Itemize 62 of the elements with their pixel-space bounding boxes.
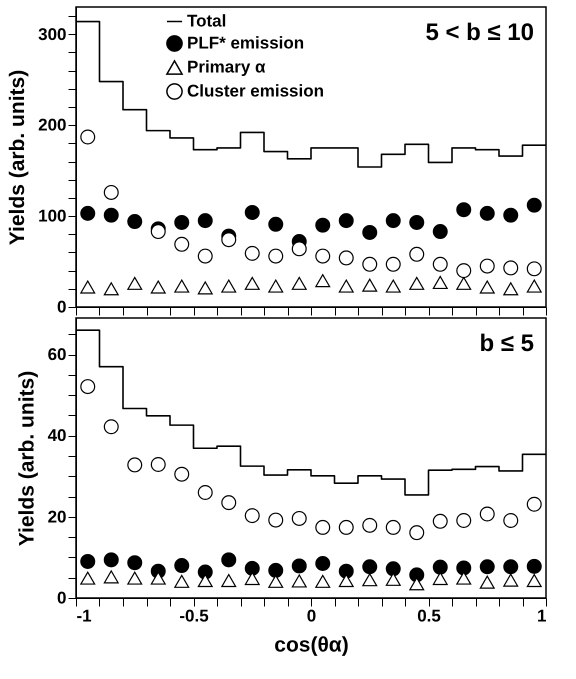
y-axis-title: Yields (arb. units) <box>16 370 39 546</box>
x-tick-label: 1 <box>537 606 546 626</box>
point <box>127 276 142 290</box>
y-tick-label: 20 <box>48 507 66 526</box>
y-tick-label: 40 <box>48 426 66 446</box>
legend-label: Total <box>187 12 226 30</box>
point <box>386 280 401 293</box>
point <box>526 198 542 213</box>
y-tick-label: 60 <box>48 345 66 364</box>
point <box>362 224 378 240</box>
point <box>80 280 96 294</box>
point <box>104 282 119 296</box>
point <box>480 280 495 294</box>
point <box>432 224 448 240</box>
legend-label: Cluster emission <box>187 82 324 100</box>
point <box>315 218 330 233</box>
y-tick-label: 300 <box>38 24 66 44</box>
x-tick-label: -1 <box>76 606 92 626</box>
point <box>386 213 401 228</box>
point <box>174 214 190 230</box>
point <box>198 281 213 294</box>
point <box>338 280 354 293</box>
point <box>409 276 424 290</box>
point <box>221 232 236 248</box>
y-tick-label: 0 <box>57 298 66 316</box>
point <box>526 280 542 293</box>
point <box>150 280 166 294</box>
point <box>150 224 166 240</box>
point <box>198 213 213 228</box>
point <box>244 204 260 220</box>
point <box>127 214 142 230</box>
point <box>503 208 518 223</box>
x-tick-label: -0.5 <box>179 606 209 626</box>
x-tick-label: 0.5 <box>417 606 441 626</box>
point <box>338 213 354 228</box>
y-axis-title: Yields (arb. units) <box>6 70 30 246</box>
point <box>174 280 190 293</box>
point <box>104 208 119 223</box>
point <box>456 202 472 218</box>
point <box>268 216 284 232</box>
point <box>292 276 307 290</box>
annotation: 5 < b ≤ 10 <box>425 19 534 46</box>
y-tick-label: 100 <box>38 206 66 226</box>
point <box>80 206 96 221</box>
x-axis-title: cos(θα) <box>274 634 349 656</box>
point <box>315 274 330 288</box>
point <box>409 214 424 230</box>
x-tick-label: 0 <box>306 606 316 626</box>
annotation: b ≤ 5 <box>479 330 534 357</box>
point <box>268 280 284 293</box>
point <box>480 206 495 221</box>
point <box>456 276 472 290</box>
point <box>362 278 378 292</box>
point <box>292 241 307 256</box>
legend-label: PLF* emission <box>187 34 304 52</box>
point <box>244 276 260 290</box>
point <box>432 276 448 290</box>
y-tick-label: 0 <box>57 588 66 608</box>
legend-label: Primary α <box>187 58 266 76</box>
point <box>503 282 518 296</box>
y-tick-label: 200 <box>38 116 66 135</box>
point <box>221 280 236 293</box>
